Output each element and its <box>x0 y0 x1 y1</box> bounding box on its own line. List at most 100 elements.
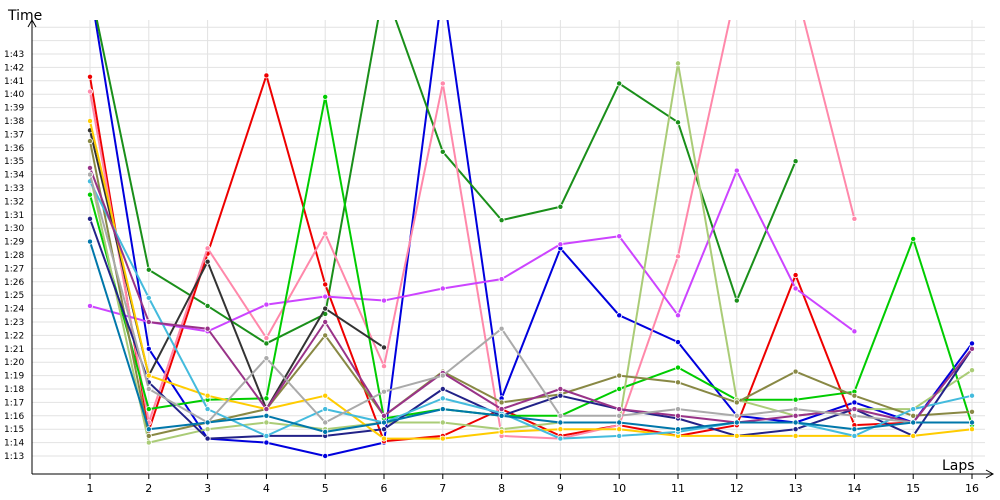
data-point <box>969 419 976 426</box>
data-point <box>322 332 329 339</box>
y-tick-label: 1:27 <box>4 264 24 274</box>
series-line <box>89 74 972 443</box>
data-point <box>792 396 799 403</box>
y-tick-label: 1:24 <box>4 305 24 315</box>
data-point <box>87 171 94 178</box>
y-axis-title: Time <box>7 8 42 24</box>
y-tick-label: 1:29 <box>4 238 24 248</box>
y-tick-label: 1:16 <box>4 412 24 422</box>
data-point <box>439 80 446 87</box>
data-point <box>969 426 976 433</box>
data-point <box>87 118 94 125</box>
y-tick-label: 1:42 <box>4 63 24 73</box>
data-point <box>675 312 682 319</box>
data-point <box>87 138 94 145</box>
data-point <box>616 312 623 319</box>
data-point <box>792 406 799 413</box>
data-point <box>263 340 270 347</box>
y-tick-label: 1:28 <box>4 251 24 261</box>
series-line <box>89 174 972 424</box>
data-point <box>145 294 152 301</box>
series-2 <box>95 20 799 347</box>
series-line <box>89 95 973 426</box>
y-tick-label: 1:26 <box>4 278 24 288</box>
data-point <box>439 148 446 155</box>
data-point <box>557 435 564 442</box>
data-point <box>439 435 446 442</box>
data-point <box>204 406 211 413</box>
data-point <box>969 340 976 347</box>
data-point <box>87 88 94 95</box>
series-8 <box>87 60 976 446</box>
x-tick-label: 10 <box>612 482 626 495</box>
x-axis-arrow <box>985 469 995 479</box>
y-tick-label: 1:15 <box>4 425 24 435</box>
data-point <box>145 439 152 446</box>
data-point <box>439 372 446 379</box>
y-tick-label: 1:19 <box>4 372 24 382</box>
data-point <box>145 345 152 352</box>
data-point <box>675 339 682 346</box>
x-tick-label: 13 <box>789 482 803 495</box>
data-point <box>675 379 682 386</box>
data-point <box>851 399 858 406</box>
y-tick-label: 1:40 <box>4 90 24 100</box>
y-tick-label: 1:38 <box>4 117 24 127</box>
data-point <box>792 158 799 165</box>
y-tick-label: 1:36 <box>4 144 24 154</box>
data-point <box>910 419 917 426</box>
data-point <box>263 355 270 362</box>
data-point <box>498 276 505 283</box>
data-point <box>675 412 682 419</box>
data-point <box>145 266 152 273</box>
x-tick-label: 7 <box>439 482 446 495</box>
x-tick-label: 2 <box>145 482 152 495</box>
data-point <box>322 230 329 237</box>
data-point <box>380 419 387 426</box>
data-point <box>616 80 623 87</box>
y-tick-label: 1:23 <box>4 318 24 328</box>
data-point <box>145 385 152 392</box>
data-point <box>204 302 211 309</box>
data-point <box>851 426 858 433</box>
data-point <box>733 167 740 174</box>
x-tick-label: 5 <box>322 482 329 495</box>
series-11 <box>87 118 976 442</box>
data-point <box>851 215 858 222</box>
data-point <box>322 281 329 288</box>
y-tick-label: 1:39 <box>4 104 24 114</box>
data-point <box>675 119 682 126</box>
data-point <box>263 432 270 439</box>
y-tick-label: 1:20 <box>4 358 24 368</box>
data-point <box>263 419 270 426</box>
data-point <box>145 432 152 439</box>
data-point <box>498 325 505 332</box>
y-tick-label: 1:32 <box>4 197 24 207</box>
data-point <box>204 392 211 399</box>
data-point <box>498 217 505 224</box>
data-point <box>733 419 740 426</box>
x-tick-label: 9 <box>557 482 564 495</box>
data-point <box>792 419 799 426</box>
data-point <box>380 388 387 395</box>
data-point <box>792 285 799 292</box>
data-point <box>87 238 94 245</box>
data-point <box>380 344 387 351</box>
data-point <box>851 392 858 399</box>
series-line <box>89 120 973 440</box>
data-point <box>204 258 211 265</box>
data-point <box>87 191 94 198</box>
data-point <box>557 419 564 426</box>
x-tick-label: 4 <box>263 482 270 495</box>
data-point <box>204 426 211 433</box>
data-point <box>616 372 623 379</box>
data-point <box>969 408 976 415</box>
y-tick-label: 1:43 <box>4 50 24 60</box>
data-point <box>263 395 270 402</box>
data-point <box>910 432 917 439</box>
data-point <box>322 392 329 399</box>
data-point <box>910 412 917 419</box>
data-point <box>733 399 740 406</box>
x-tick-label: 11 <box>671 482 685 495</box>
